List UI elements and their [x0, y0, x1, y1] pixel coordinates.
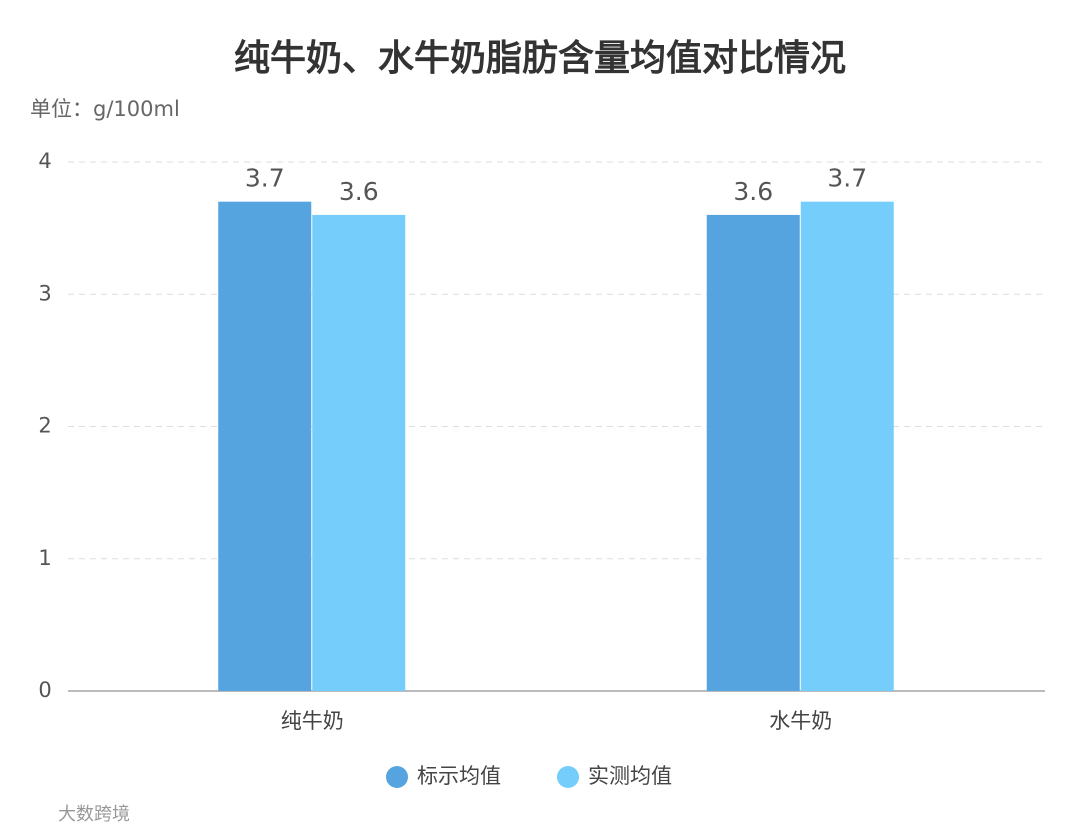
y-tick-label: 3 — [38, 281, 51, 305]
value-label: 3.6 — [339, 177, 379, 206]
bar — [312, 214, 406, 691]
value-label: 3.7 — [827, 164, 867, 193]
bar — [800, 201, 894, 692]
y-tick-label: 1 — [38, 546, 51, 570]
unit-label: 单位：g/100ml — [30, 97, 180, 121]
bar — [218, 201, 312, 692]
legend-label: 标示均值 — [417, 764, 501, 788]
value-label: 3.6 — [733, 177, 773, 206]
footer: 大数跨境 — [58, 804, 130, 825]
y-tick-label: 0 — [38, 678, 51, 702]
bar — [706, 214, 800, 691]
legend-marker — [386, 766, 408, 788]
legend-label: 实测均值 — [588, 764, 672, 788]
y-tick-label: 2 — [38, 414, 51, 438]
y-tick-label: 4 — [38, 149, 51, 173]
value-label: 3.7 — [245, 164, 285, 193]
x-tick-label: 纯牛奶 — [281, 709, 344, 733]
x-tick-label: 水牛奶 — [769, 709, 832, 733]
legend-marker — [557, 766, 579, 788]
chart-title: 纯牛奶、水牛奶脂肪含量均值对比情况 — [234, 38, 846, 79]
